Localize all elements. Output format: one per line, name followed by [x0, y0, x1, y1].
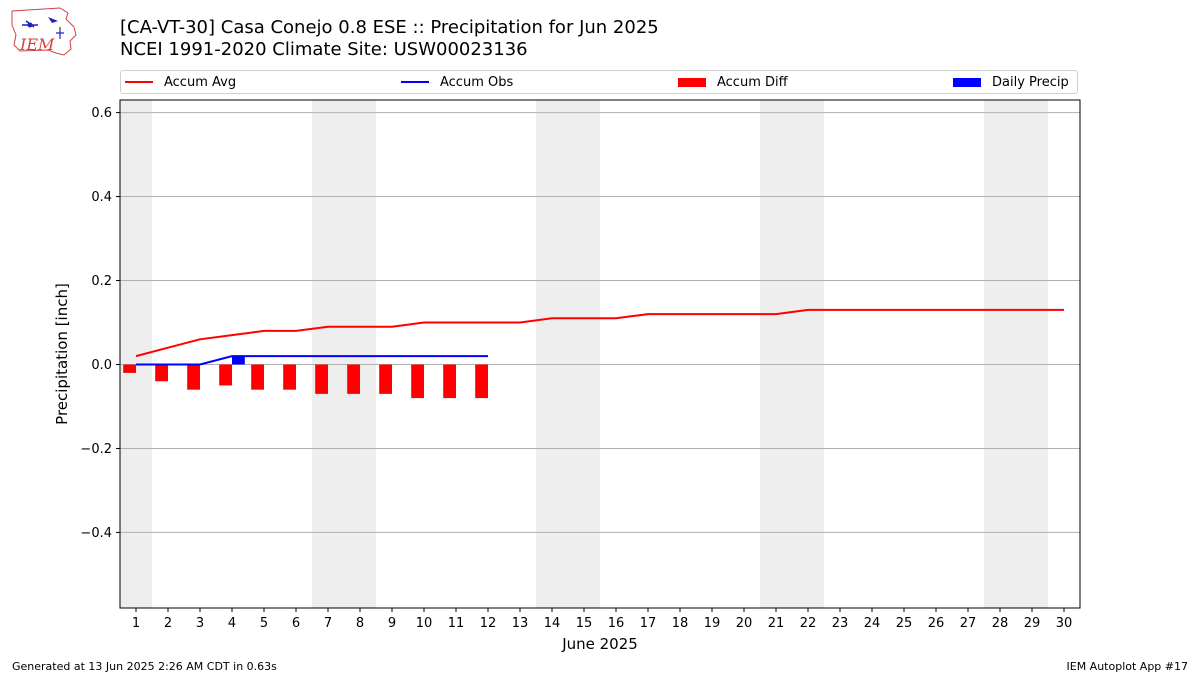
- x-tick-label-15: 15: [576, 616, 593, 631]
- x-tick-label-23: 23: [832, 616, 849, 631]
- weekend-band-15: [568, 100, 600, 608]
- weekend-band-29: [1016, 100, 1048, 608]
- x-tick-label-28: 28: [992, 616, 1009, 631]
- bar-accum-diff-6: [283, 364, 296, 390]
- legend: Accum Avg Accum Obs Accum Diff Daily Pre…: [120, 70, 1078, 94]
- y-tick-label-5: 0.6: [91, 106, 112, 121]
- bar-accum-diff-2: [155, 364, 168, 382]
- legend-item-accum-diff: Accum Diff: [678, 71, 788, 93]
- legend-swatch-accum-diff: [678, 77, 706, 87]
- legend-label-daily-precip: Daily Precip: [992, 74, 1069, 90]
- weekend-band-22: [792, 100, 824, 608]
- footer-app: IEM Autoplot App #17: [1066, 660, 1189, 673]
- x-tick-label-24: 24: [864, 616, 881, 631]
- x-tick-label-6: 6: [292, 616, 300, 631]
- y-tick-label-4: 0.4: [91, 190, 112, 205]
- x-tick-label-21: 21: [768, 616, 785, 631]
- x-tick-label-5: 5: [260, 616, 268, 631]
- x-tick-label-13: 13: [512, 616, 529, 631]
- y-tick-label-1: −0.2: [80, 442, 112, 457]
- legend-label-accum-obs: Accum Obs: [440, 74, 514, 90]
- weekend-band-7: [312, 100, 344, 608]
- chart-subtitle: NCEI 1991-2020 Climate Site: USW00023136: [120, 39, 528, 60]
- bar-accum-diff-4: [219, 364, 232, 386]
- weekend-band-21: [760, 100, 792, 608]
- x-tick-label-30: 30: [1056, 616, 1073, 631]
- x-tick-label-8: 8: [356, 616, 364, 631]
- x-tick-label-20: 20: [736, 616, 753, 631]
- x-tick-label-19: 19: [704, 616, 721, 631]
- y-tick-label-3: 0.2: [91, 274, 112, 289]
- iem-logo: IEM: [11, 7, 77, 56]
- footer-generated: Generated at 13 Jun 2025 2:26 AM CDT in …: [12, 660, 277, 673]
- bar-accum-diff-5: [251, 364, 264, 390]
- x-tick-label-3: 3: [196, 616, 204, 631]
- chart-title: [CA-VT-30] Casa Conejo 0.8 ESE :: Precip…: [120, 17, 659, 38]
- line-accum-obs: [136, 355, 488, 366]
- legend-item-accum-avg: Accum Avg: [125, 71, 236, 93]
- x-tick-label-4: 4: [228, 616, 236, 631]
- legend-swatch-accum-obs: [401, 81, 429, 83]
- bar-daily-precip-4: [232, 356, 245, 365]
- x-tick-label-22: 22: [800, 616, 817, 631]
- x-axis-label: June 2025: [561, 635, 638, 653]
- plot-frame: [119, 99, 1081, 609]
- legend-label-accum-diff: Accum Diff: [717, 74, 788, 90]
- y-axis-label: Precipitation [inch]: [53, 283, 71, 425]
- bar-accum-diff-11: [443, 364, 456, 399]
- legend-item-accum-obs: Accum Obs: [401, 71, 513, 93]
- x-tick-label-18: 18: [672, 616, 689, 631]
- legend-label-accum-avg: Accum Avg: [164, 74, 237, 90]
- x-tick-label-17: 17: [640, 616, 657, 631]
- weekend-band-28: [984, 100, 1016, 608]
- weekend-band-14: [536, 100, 568, 608]
- bar-accum-diff-12: [475, 364, 488, 399]
- y-tick-label-0: −0.4: [80, 526, 112, 541]
- bar-accum-diff-9: [379, 364, 392, 394]
- bar-accum-diff-8: [347, 364, 360, 394]
- weekend-band-8: [344, 100, 376, 608]
- line-accum-avg: [135, 308, 1064, 358]
- x-tick-label-1: 1: [132, 616, 140, 631]
- x-tick-label-12: 12: [480, 616, 497, 631]
- x-tick-label-26: 26: [928, 616, 945, 631]
- x-tick-label-29: 29: [1024, 616, 1041, 631]
- logo-text: IEM: [19, 35, 55, 54]
- legend-swatch-daily-precip: [953, 77, 981, 87]
- bar-accum-diff-1: [123, 364, 136, 373]
- x-tick-label-14: 14: [544, 616, 561, 631]
- x-tick-label-16: 16: [608, 616, 625, 631]
- x-tick-label-10: 10: [416, 616, 433, 631]
- x-tick-label-2: 2: [164, 616, 172, 631]
- x-tick-label-11: 11: [448, 616, 465, 631]
- x-tick-label-27: 27: [960, 616, 977, 631]
- x-tick-label-9: 9: [388, 616, 396, 631]
- bar-accum-diff-7: [315, 364, 328, 394]
- bar-accum-diff-10: [411, 364, 424, 399]
- x-tick-label-7: 7: [324, 616, 332, 631]
- legend-swatch-accum-avg: [125, 81, 153, 83]
- x-tick-label-25: 25: [896, 616, 913, 631]
- y-tick-label-2: 0.0: [91, 358, 112, 373]
- legend-item-daily-precip: Daily Precip: [953, 71, 1069, 93]
- bar-accum-diff-3: [187, 364, 200, 390]
